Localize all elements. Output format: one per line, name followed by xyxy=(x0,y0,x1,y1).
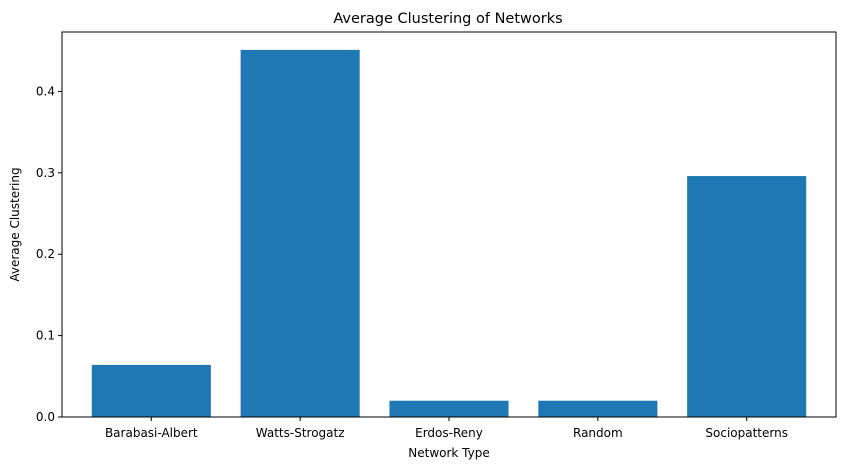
plot-frame xyxy=(61,31,837,418)
y-axis-label: Average Clustering xyxy=(8,167,22,281)
bar-random xyxy=(538,400,658,417)
x-tick-label: Barabasi-Albert xyxy=(105,426,198,440)
x-axis-label: Network Type xyxy=(408,446,489,460)
bar-watts-strogatz xyxy=(240,49,360,417)
y-tick-label: 0.1 xyxy=(36,329,55,343)
y-axis-ticks: 0.0 0.1 0.2 0.3 0.4 xyxy=(36,84,62,424)
x-tick-label: Erdos-Reny xyxy=(415,426,483,440)
bar-sociopatterns xyxy=(687,176,807,417)
bar-erdos-reny xyxy=(389,400,509,417)
y-tick-label: 0.3 xyxy=(36,166,55,180)
y-tick-label: 0.0 xyxy=(36,410,55,424)
x-tick-label: Random xyxy=(573,426,623,440)
y-tick-label: 0.2 xyxy=(36,247,55,261)
bars-group xyxy=(91,49,807,417)
y-tick-label: 0.4 xyxy=(36,84,55,98)
x-tick-label: Watts-Strogatz xyxy=(256,426,345,440)
bar-barabasi-albert xyxy=(91,364,211,417)
x-tick-label: Sociopatterns xyxy=(705,426,788,440)
chart-title: Average Clustering of Networks xyxy=(333,11,562,27)
x-axis-ticks: Barabasi-Albert Watts-Strogatz Erdos-Reny R… xyxy=(105,417,788,440)
